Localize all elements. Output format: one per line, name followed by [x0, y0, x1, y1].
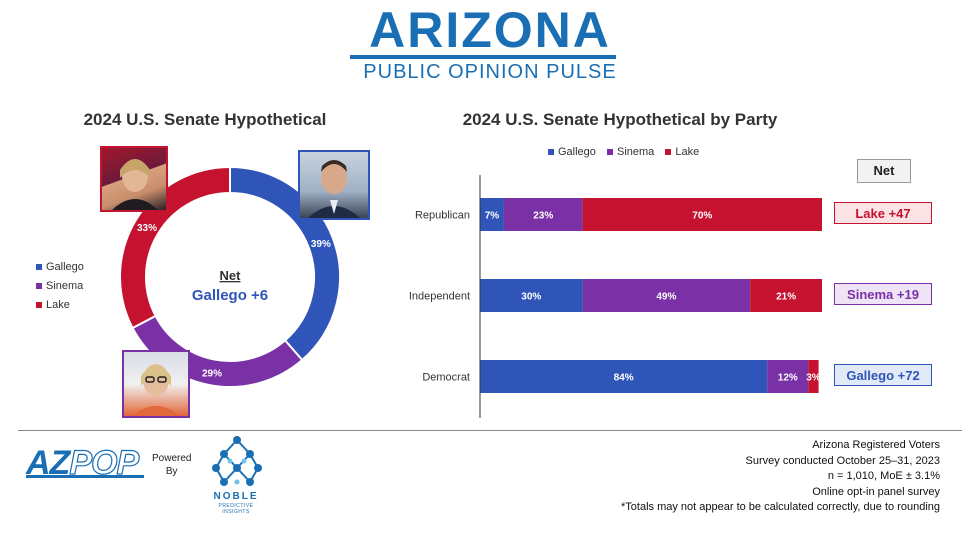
category-label-republican: Republican — [415, 210, 470, 222]
bar-segment-independent-sinema — [582, 279, 751, 312]
legend-swatch — [36, 283, 42, 290]
bar-segment-democrat-lake — [808, 360, 819, 393]
logo-underline — [26, 475, 144, 478]
survey-note: Survey conducted October 25–31, 2023 — [745, 454, 940, 467]
legend-label: Gallego — [46, 261, 84, 273]
bar-segment-independent-gallego — [480, 279, 583, 312]
bar-legend-item-gallego: Gallego — [548, 146, 596, 158]
lake-photo — [100, 146, 168, 212]
bar-value-label: 70% — [692, 211, 712, 222]
donut-chart-title: 2024 U.S. Senate Hypothetical — [83, 110, 327, 129]
bar-value-label: 7% — [485, 211, 500, 222]
donut-value-label: 33% — [137, 223, 157, 234]
footer-divider — [18, 430, 962, 431]
bar-value-label: 84% — [614, 373, 634, 384]
stacked-bar-chart: Republican 7% 23% 70% Independent 30% 49% 21% De… — [409, 175, 822, 418]
noble-name: NOBLE — [213, 491, 259, 502]
legend-item-sinema: Sinema — [36, 280, 83, 292]
bar-legend-item-lake: Lake — [665, 146, 699, 158]
bar-segment-republican-gallego — [480, 198, 504, 231]
bar-value-label: 30% — [521, 292, 541, 303]
bar-value-label: 12% — [778, 373, 798, 384]
donut-value-label: 39% — [311, 239, 331, 250]
legend-item-gallego: Gallego — [36, 261, 84, 273]
survey-note: n = 1,010, MoE ± 3.1% — [827, 470, 940, 482]
bar-legend: Gallego Sinema Lake — [548, 146, 707, 158]
legend-label: Lake — [46, 299, 70, 311]
legend-swatch — [548, 149, 554, 156]
title-underline — [350, 55, 616, 59]
survey-note: Online opt-in panel survey — [812, 485, 940, 498]
azpop-logo: AZPOP — [26, 443, 144, 483]
net-label-republican: Lake +47 — [834, 202, 932, 224]
noble-logo-icon — [212, 436, 262, 486]
legend-swatch — [665, 149, 672, 156]
page-subtitle: PUBLIC OPINION PULSE — [363, 61, 617, 83]
bar-value-label: 49% — [656, 292, 676, 303]
category-label-democrat: Democrat — [422, 372, 470, 384]
legend-label: Lake — [675, 146, 700, 158]
bar-segment-republican-sinema — [503, 198, 583, 231]
sinema-portrait-icon — [132, 364, 180, 416]
gallego-photo — [298, 150, 370, 220]
bar-segment-independent-lake — [750, 279, 822, 312]
lake-portrait-icon — [112, 159, 158, 210]
bar-value-label: 21% — [776, 292, 796, 303]
bar-segment-democrat-sinema — [767, 360, 809, 393]
legend-label: Sinema — [46, 280, 84, 292]
donut-value-label: 29% — [202, 368, 222, 379]
legend-item-lake: Lake — [36, 299, 70, 311]
powered-by-line1: Powered — [152, 453, 192, 464]
survey-note: *Totals may not appear to be calculated … — [621, 501, 940, 513]
bar-chart-title: 2024 U.S. Senate Hypothetical by Party — [462, 110, 778, 129]
survey-note: Arizona Registered Voters — [812, 439, 940, 451]
donut-center-value: Gallego +6 — [192, 287, 268, 304]
page-title: ARIZONA — [369, 2, 611, 58]
legend-label: Gallego — [558, 146, 596, 158]
powered-by-line2: By — [165, 466, 178, 477]
bar-legend-item-sinema: Sinema — [606, 146, 655, 158]
gallego-portrait-icon — [308, 160, 360, 218]
net-label-independent: Sinema +19 — [834, 283, 932, 305]
net-label-democrat: Gallego +72 — [834, 364, 932, 386]
sinema-photo — [122, 350, 190, 418]
bar-value-label: 3% — [806, 373, 821, 384]
bar-segment-democrat-gallego — [480, 360, 768, 393]
net-header: Net — [857, 159, 911, 183]
legend-swatch — [606, 149, 613, 156]
noble-subtitle: PREDICTIVE INSIGHTS — [218, 503, 254, 515]
legend-swatch — [36, 302, 42, 309]
survey-notes: Arizona Registered Voters Survey conduct… — [621, 438, 940, 516]
donut-center-label: Net — [220, 268, 242, 283]
category-label-independent: Independent — [409, 291, 470, 303]
legend-swatch — [36, 264, 42, 271]
bar-segment-republican-lake — [582, 198, 822, 231]
legend-label: Sinema — [616, 146, 655, 158]
powered-by: Powered By — [152, 452, 191, 478]
bar-value-label: 23% — [533, 211, 553, 222]
